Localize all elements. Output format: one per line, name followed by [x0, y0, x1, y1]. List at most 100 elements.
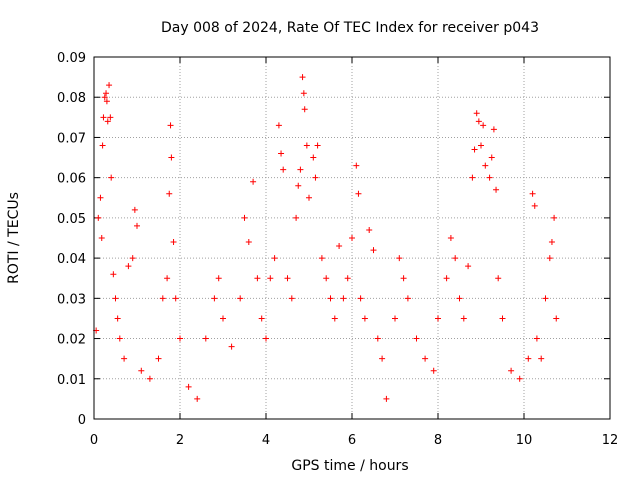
data-point: [228, 343, 235, 350]
data-point: [533, 335, 540, 342]
data-point: [167, 122, 174, 129]
data-point: [100, 114, 107, 121]
data-point: [185, 383, 192, 390]
data-point: [241, 214, 248, 221]
data-point: [306, 194, 312, 201]
y-axis-label: ROTI / TECUs: [6, 192, 22, 284]
data-point: [202, 335, 209, 342]
y-tick-label: 0.04: [57, 252, 86, 267]
data-point: [336, 243, 343, 250]
data-point: [215, 275, 222, 282]
data-point: [538, 355, 545, 362]
data-point: [177, 335, 183, 342]
data-point: [488, 154, 495, 161]
data-point: [490, 126, 497, 133]
data-point: [125, 263, 132, 270]
data-point: [495, 275, 502, 282]
data-point: [116, 335, 123, 342]
data-point: [211, 295, 218, 302]
data-point: [114, 315, 121, 322]
data-point: [499, 315, 506, 322]
data-point: [456, 295, 463, 302]
data-point: [101, 94, 108, 101]
data-point: [267, 275, 274, 282]
data-point: [108, 174, 115, 181]
data-point: [529, 190, 536, 197]
data-point: [194, 395, 201, 402]
x-tick-label: 8: [434, 433, 442, 448]
y-tick-label: 0.01: [57, 373, 86, 388]
data-point: [103, 98, 110, 105]
data-point: [355, 190, 362, 197]
data-point: [168, 154, 175, 161]
y-tick-label: 0.09: [57, 51, 86, 66]
data-point: [327, 295, 334, 302]
data-point: [516, 375, 523, 382]
data-point: [95, 214, 102, 221]
data-point: [525, 355, 532, 362]
data-point: [553, 315, 560, 322]
y-tick-label: 0.02: [57, 333, 86, 348]
data-point: [374, 335, 381, 342]
grid-lines: [94, 57, 610, 419]
data-point: [542, 295, 549, 302]
data-point: [404, 295, 411, 302]
data-point: [447, 235, 454, 241]
data-point: [318, 255, 325, 262]
data-point: [482, 162, 489, 169]
data-point: [138, 367, 145, 374]
data-point: [271, 255, 278, 262]
data-point: [107, 114, 114, 121]
data-point: [250, 178, 257, 185]
data-point: [400, 275, 407, 282]
data-point: [106, 82, 113, 89]
data-point: [392, 315, 398, 322]
data-point: [303, 142, 310, 149]
data-point: [312, 174, 319, 181]
data-point: [146, 375, 153, 382]
data-point: [465, 263, 472, 270]
data-point: [344, 275, 351, 282]
data-point: [469, 174, 476, 181]
data-point: [278, 150, 285, 157]
data-point: [531, 202, 538, 209]
data-point: [131, 206, 138, 213]
y-tick-label: 0.06: [57, 172, 86, 187]
data-point: [383, 395, 390, 402]
data-point: [299, 74, 306, 81]
data-point: [357, 295, 364, 302]
data-point: [172, 295, 179, 302]
data-point: [548, 239, 555, 246]
data-point: [263, 335, 269, 342]
data-point: [413, 335, 420, 342]
data-point: [220, 315, 226, 322]
data-point: [129, 255, 136, 262]
data-point: [493, 186, 500, 193]
data-point: [422, 355, 429, 362]
data-point: [435, 315, 441, 322]
y-tick-label: 0: [78, 413, 86, 428]
data-point: [340, 295, 347, 302]
data-point: [159, 295, 166, 302]
data-point: [396, 255, 403, 262]
x-tick-label: 10: [516, 433, 533, 448]
data-point: [546, 255, 553, 262]
data-point: [166, 190, 173, 197]
data-point: [110, 271, 117, 278]
data-point: [353, 162, 360, 169]
data-point: [300, 90, 307, 97]
data-point: [293, 214, 300, 221]
data-point: [443, 275, 450, 282]
data-point: [112, 295, 119, 302]
data-point: [104, 118, 111, 125]
plot-frame: [93, 56, 611, 420]
y-tick-label: 0.07: [57, 131, 86, 146]
y-tick-label: 0.05: [57, 212, 86, 227]
x-tick-label: 6: [348, 433, 356, 448]
y-tick-label: 0.03: [57, 292, 86, 307]
data-point: [349, 235, 355, 241]
data-point: [331, 315, 338, 322]
data-point: [170, 239, 177, 246]
data-point: [323, 275, 330, 282]
